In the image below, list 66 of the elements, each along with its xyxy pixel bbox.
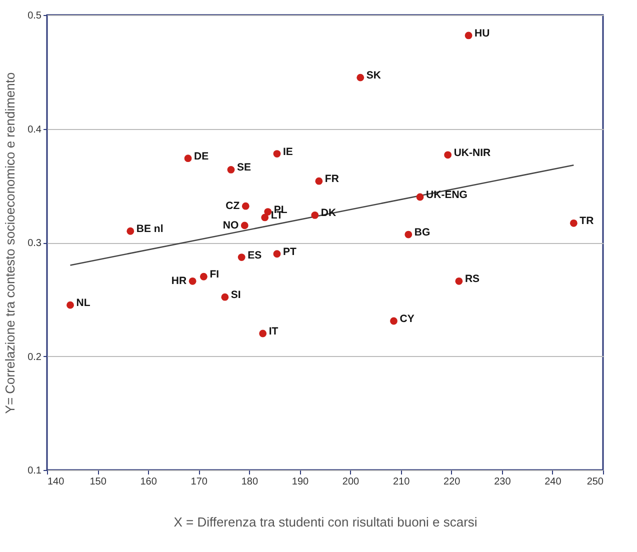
point	[404, 230, 412, 238]
point	[444, 151, 452, 159]
series-label: SE	[236, 162, 251, 174]
series-label: UK-ENG	[426, 189, 468, 201]
x-tick-label: 220	[444, 476, 461, 488]
series-label: FR	[324, 173, 340, 186]
series-label: SI	[230, 289, 241, 302]
series-label: ES	[248, 249, 262, 262]
x-tick-label: 140	[48, 476, 65, 488]
point	[356, 74, 364, 82]
series-label: SK	[366, 70, 382, 82]
series-label: BG	[414, 226, 430, 239]
point	[570, 219, 578, 227]
point	[221, 293, 229, 301]
point	[200, 272, 208, 280]
point	[66, 301, 74, 309]
series-label: TR	[580, 215, 594, 228]
series-label: DE	[194, 150, 209, 162]
point	[273, 150, 281, 158]
series-label: HR	[171, 275, 187, 288]
point	[261, 214, 269, 222]
y-tick-label: 0.2	[28, 352, 42, 363]
x-tick-label: 150	[90, 476, 107, 488]
point	[227, 166, 235, 174]
series-label: HU	[474, 27, 490, 40]
x-axis-title: X = Differenza tra studenti con risultati buoni e scarsi	[174, 514, 478, 530]
x-tick-label: 200	[342, 476, 360, 488]
point	[315, 177, 323, 185]
x-tick-label: 190	[292, 476, 310, 488]
y-axis-title: Y= Correlazione tra contesto socioeconomico e rendimento	[2, 72, 18, 414]
point	[264, 208, 272, 216]
point	[188, 277, 196, 285]
series-label: BE nl	[136, 223, 164, 236]
point	[240, 222, 248, 230]
x-tick-label: 170	[190, 476, 208, 488]
point	[416, 193, 424, 201]
point	[242, 202, 250, 210]
series-label: IT	[268, 326, 279, 338]
series-label: NL	[76, 297, 91, 310]
point	[311, 212, 319, 219]
point	[390, 317, 398, 325]
point	[273, 250, 281, 258]
x-tick-label: 230	[494, 476, 512, 488]
series-label: FI	[210, 268, 220, 281]
x-tick-label: 250	[586, 476, 604, 488]
series-label: IE	[282, 146, 293, 158]
point	[126, 227, 134, 235]
point	[455, 277, 463, 285]
series-label: PT	[282, 246, 297, 258]
point	[464, 32, 472, 40]
x-tick-label: 240	[544, 476, 562, 488]
series-label: UK-NIR	[454, 146, 491, 159]
y-tick-label: 0.4	[28, 124, 42, 136]
point	[259, 330, 267, 338]
x-tick-label: 210	[392, 476, 410, 488]
y-tick-label: 0.3	[28, 238, 42, 249]
series-label: CY	[400, 312, 414, 325]
x-tick-label: 180	[241, 476, 258, 488]
point	[238, 254, 246, 261]
y-tick-label: 0.1	[28, 466, 42, 476]
series-label: NO	[222, 219, 239, 232]
series-label: CZ	[226, 200, 240, 212]
point	[184, 154, 192, 162]
x-tick-label: 160	[140, 476, 158, 488]
series-label: RS	[464, 273, 480, 286]
y-tick-label: 0.5	[28, 10, 42, 22]
